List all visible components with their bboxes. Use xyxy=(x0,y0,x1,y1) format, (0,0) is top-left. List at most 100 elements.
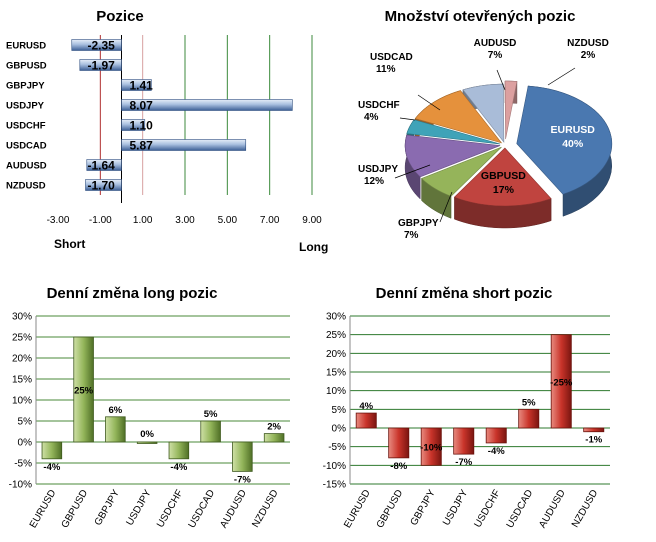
pozice-value-gbpjpy: 1.41 xyxy=(130,79,154,93)
long-value-gbpusd: 25% xyxy=(74,386,94,397)
short-category-usdcad: USDCAD xyxy=(505,488,536,530)
short-tick-label: -10% xyxy=(323,461,346,472)
svg-text:USDJPY: USDJPY xyxy=(358,164,398,175)
svg-text:USDCHF: USDCHF xyxy=(358,100,400,111)
svg-text:AUDUSD: AUDUSD xyxy=(474,38,517,49)
long-value-usdcad: 5% xyxy=(204,409,218,420)
long-bar-usdjpy xyxy=(136,441,158,444)
pozice-bar-eurusd xyxy=(71,39,122,51)
svg-text:7%: 7% xyxy=(404,230,419,241)
short-tick-label: 20% xyxy=(326,349,346,360)
pozice-tick-label: -1.00 xyxy=(89,215,112,226)
pie-slices xyxy=(404,80,613,229)
pozice-value-usdjpy: 8.07 xyxy=(130,99,154,113)
short-tick-labels: -15% -10% -5% 0% 5% 10% 15% 20% 25% 30% xyxy=(323,312,346,491)
short-category-eurusd: EURUSD xyxy=(342,488,373,530)
pozice-bar-usdcad xyxy=(121,139,247,151)
pie-leader-line xyxy=(417,94,441,111)
long-value-eurusd: -4% xyxy=(43,462,60,473)
pozice-tick-label: 7.00 xyxy=(260,215,280,226)
short-value-gbpusd: -8% xyxy=(390,461,407,472)
short-tick-label: 0% xyxy=(332,424,347,435)
short-category-nzdusd: NZDUSD xyxy=(570,488,600,530)
pie-title: Množství otevřených pozic xyxy=(385,8,576,25)
pozice-value-gbpusd: -1.97 xyxy=(88,59,116,73)
pozice-category-usdchf: USDCHF xyxy=(6,121,46,132)
pie-label-eurusd: EURUSD 40% xyxy=(551,124,596,150)
long-tick-label: -10% xyxy=(9,480,32,491)
svg-text:11%: 11% xyxy=(376,64,396,75)
long-bars xyxy=(41,336,285,472)
long-tick-label: 0% xyxy=(18,438,33,449)
pozice-value-usdcad: 5.87 xyxy=(130,139,154,153)
short-bar-usdjpy xyxy=(453,427,475,455)
pozice-bar-nzdusd xyxy=(85,179,122,191)
short-value-eurusd: 4% xyxy=(359,401,373,412)
short-value-nzdusd: -1% xyxy=(585,435,602,446)
pozice-value-audusd: -1.64 xyxy=(88,159,116,173)
pie-slice-gbpusd xyxy=(453,147,552,229)
pozice-bar-usdjpy xyxy=(121,99,293,111)
long-bar-eurusd xyxy=(41,441,63,460)
long-tick-label: 25% xyxy=(12,333,32,344)
pozice-tick-label: 9.00 xyxy=(302,215,322,226)
long-category-gbpusd: GBPUSD xyxy=(60,488,91,530)
short-change-chart: Denní změna short pozic 4% -8% -10% -7% -4% 5… xyxy=(323,285,610,530)
short-bar-gbpusd xyxy=(388,427,410,459)
pozice-category-audusd: AUDUSD xyxy=(6,161,47,172)
short-bar-eurusd xyxy=(355,412,377,429)
long-value-usdjpy: 0% xyxy=(140,429,154,440)
long-category-usdcad: USDCAD xyxy=(187,488,218,530)
short-tick-label: 5% xyxy=(332,405,347,416)
short-tick-label: 30% xyxy=(326,312,346,323)
pozice-bar-audusd xyxy=(86,159,122,171)
pozice-category-usdcad: USDCAD xyxy=(6,141,47,152)
pozice-tick-label: 1.00 xyxy=(133,215,153,226)
long-value-nzdusd: 2% xyxy=(267,422,281,433)
short-value-usdchf: -4% xyxy=(488,446,505,457)
short-bar-usdcad xyxy=(518,408,540,429)
pie-leader-line xyxy=(394,164,431,179)
short-bar-audusd xyxy=(550,334,572,429)
pozice-category-gbpusd: GBPUSD xyxy=(6,61,47,72)
long-change-title: Denní změna long pozic xyxy=(47,285,218,302)
svg-text:4%: 4% xyxy=(364,112,379,123)
long-value-usdchf: -4% xyxy=(170,462,187,473)
long-bar-gbpjpy xyxy=(105,416,126,443)
svg-text:NZDUSD: NZDUSD xyxy=(567,38,609,49)
pozice-bar-usdchf xyxy=(121,119,146,131)
short-bar-usdchf xyxy=(485,427,507,444)
long-category-audusd: AUDUSD xyxy=(218,488,249,530)
pozice-tick-label: 3.00 xyxy=(175,215,195,226)
pie-slice-gbpjpy xyxy=(421,146,502,219)
pozice-bars xyxy=(71,39,293,191)
pie-slice-usdjpy xyxy=(404,134,501,200)
long-category-nzdusd: NZDUSD xyxy=(250,488,280,530)
long-bar-usdcad xyxy=(200,420,221,443)
long-category-eurusd: EURUSD xyxy=(28,488,59,530)
short-category-gbpjpy: GBPJPY xyxy=(409,488,438,528)
short-category-gbpusd: GBPUSD xyxy=(375,488,406,530)
long-tick-label: 15% xyxy=(12,375,32,386)
long-tick-label: 30% xyxy=(12,312,32,323)
svg-text:40%: 40% xyxy=(562,138,584,150)
svg-text:EURUSD: EURUSD xyxy=(551,124,596,136)
pozice-category-usdjpy: USDJPY xyxy=(6,101,45,112)
long-category-labels: EURUSD GBPUSD GBPJPY USDJPY USDCHF USDCAD AUDU… xyxy=(28,488,281,530)
pie-leader-line xyxy=(399,117,416,121)
long-label: Long xyxy=(299,240,328,254)
svg-text:GBPUSD: GBPUSD xyxy=(481,170,526,182)
long-value-gbpjpy: 6% xyxy=(109,405,123,416)
long-category-usdjpy: USDJPY xyxy=(124,488,153,528)
pozice-title: Pozice xyxy=(96,8,144,25)
pie-label-gbpusd: GBPUSD 17% xyxy=(481,170,526,196)
pozice-category-gbpjpy: GBPJPY xyxy=(6,81,45,92)
short-category-audusd: AUDUSD xyxy=(537,488,568,530)
short-bars xyxy=(355,334,605,466)
